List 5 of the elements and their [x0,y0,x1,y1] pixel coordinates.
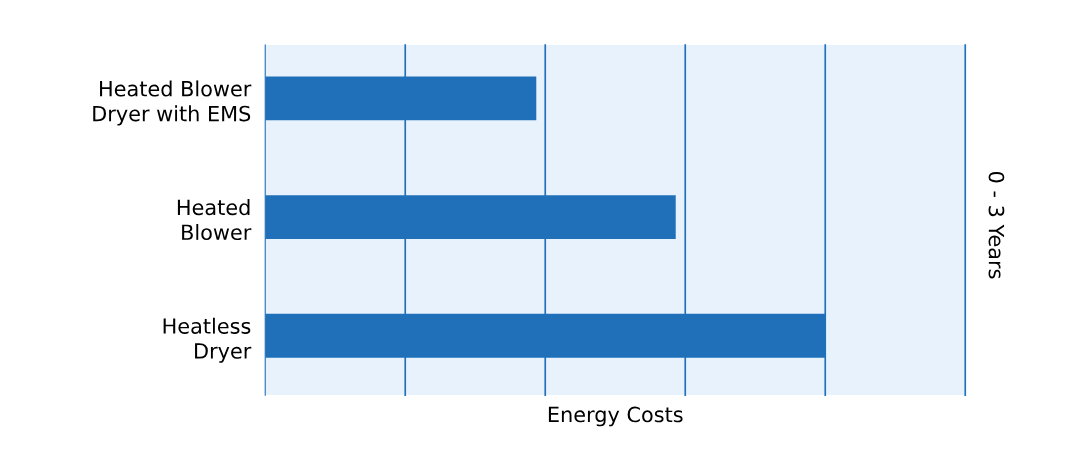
y-tick-label: Heated Blower [177,199,252,241]
y-tick-label: Heated Blower Dryer with EMS [93,80,252,126]
x-axis-title: Energy Costs [548,406,683,427]
y-tick-label: Heatless Dryer [163,317,252,363]
text: 0 - 3 Years [988,171,1005,279]
